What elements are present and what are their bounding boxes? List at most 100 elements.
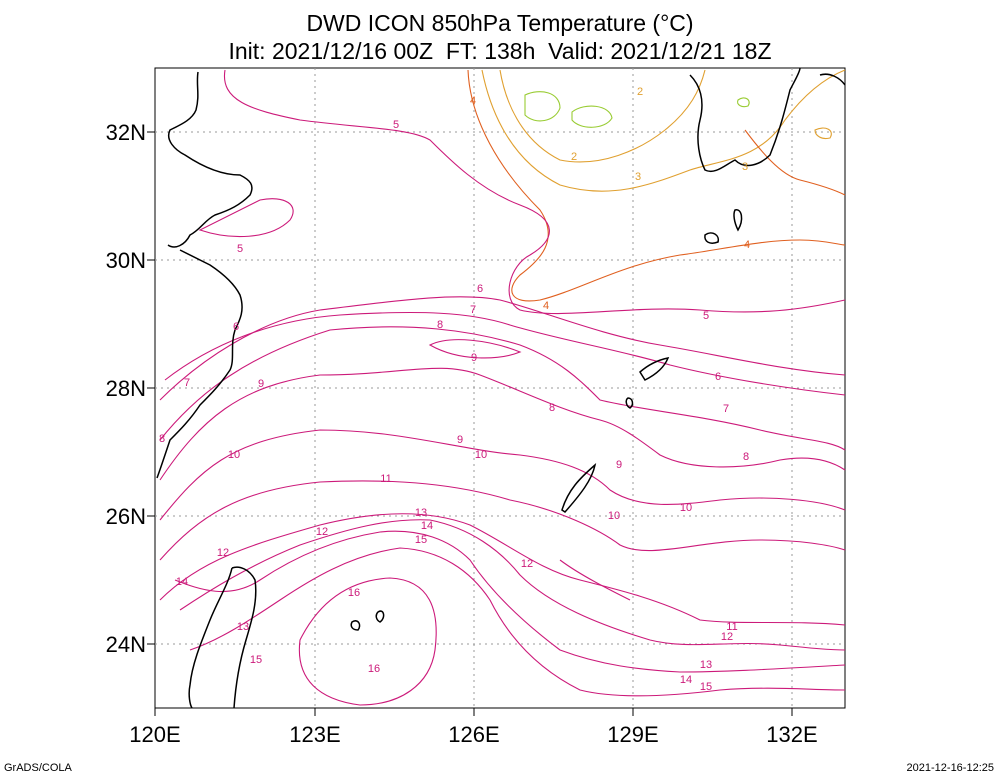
contour-2-b [571,105,613,128]
island-small-b [704,232,720,244]
contour-label-group: 2 2 3 3 4 4 4 5 5 5 6 6 6 7 7 7 8 8 8 8 … [159,86,750,693]
contour-label-14b: 14 [176,576,188,588]
contour-label-5: 5 [393,119,399,131]
contour-label-12d: 12 [721,631,733,643]
contour-label-10b: 10 [475,449,487,461]
lon-label-120e: 120E [129,722,181,747]
lat-label-28n: 28N [105,376,146,401]
contour-label-13b: 13 [237,621,249,633]
lon-label-129e: 129E [607,722,659,747]
contour-label-2: 2 [637,86,643,98]
contour-2-a [524,91,561,122]
contour-label-10c: 10 [608,510,620,522]
coast-china-north [167,71,253,248]
contour-label-6: 6 [477,283,483,295]
contour-label-8c: 8 [743,451,749,463]
contour-label-8d: 8 [159,433,165,445]
lat-label-32n: 32N [105,120,146,145]
coast-taiwan-west [188,567,233,709]
footer-left: GrADS/COLA [4,762,72,774]
contour-label-5b: 5 [237,243,243,255]
contour-label-9: 9 [471,352,477,364]
contour-label-9d: 9 [616,459,622,471]
contours [159,69,846,706]
contour-label-15b: 15 [250,654,262,666]
contour-11-b [559,559,631,601]
contour-6 [159,296,846,401]
contour-label-7: 7 [470,304,476,316]
axis-ticks [147,131,793,716]
contour-label-15c: 15 [700,681,712,693]
contour-3 [481,69,846,192]
contour-4-b [744,129,846,196]
contour-label-4: 4 [470,95,476,107]
lat-label-26n: 26N [105,504,146,529]
contour-label-4b: 4 [744,239,750,251]
island-tanegashima [733,209,743,232]
contour-label-12c: 12 [521,558,533,570]
contour-label-10d: 10 [680,502,692,514]
contour-label-3b: 3 [742,161,748,173]
contour-2-orange [499,69,706,163]
lon-label-132e: 132E [766,722,818,747]
contour-7 [164,311,846,396]
contour-5-b [198,198,294,238]
contour-label-7b: 7 [723,403,729,415]
lon-label-126e: 126E [448,722,500,747]
footer-right: 2021-12-16-12:25 [906,762,994,774]
coast-taiwan-east [231,566,257,709]
contour-16 [298,577,437,706]
contour-13 [179,519,846,651]
coast-shikoku [819,73,846,86]
contour-2-c [737,97,750,108]
lon-label-123e: 123E [289,722,341,747]
island-miyako [375,610,385,623]
lat-label-24n: 24N [105,632,146,657]
contour-12 [159,513,846,626]
contour-label-13: 13 [415,507,427,519]
contour-label-8: 8 [437,319,443,331]
contour-11 [159,480,846,561]
contour-label-9c: 9 [457,434,463,446]
coast-china-south [156,249,243,479]
contour-label-10: 10 [228,449,240,461]
contour-label-6b: 6 [715,371,721,383]
contour-9-a [428,339,522,359]
contour-label-14c: 14 [680,674,692,686]
contour-5 [223,69,846,315]
contour-label-16b: 16 [368,663,380,675]
contour-label-12: 12 [316,526,328,538]
contour-10 [159,429,846,521]
contour-label-9b: 9 [258,378,264,390]
contour-label-7c: 7 [184,377,190,389]
contour-label-8b: 8 [549,402,555,414]
contour-4 [467,69,846,302]
contour-8 [159,326,846,451]
contour-label-12b: 12 [217,547,229,559]
lat-label-30n: 30N [105,248,146,273]
contour-label-3: 3 [635,171,641,183]
island-yaeyama [350,620,361,631]
coast-kyushu [689,67,801,172]
coastlines [156,67,846,709]
contour-label-16: 16 [348,587,360,599]
contour-label-4c: 4 [543,300,549,312]
contour-3-small [814,127,832,140]
contour-label-13c: 13 [700,659,712,671]
contour-14 [174,530,846,673]
chart-title: DWD ICON 850hPa Temperature (°C) [306,10,694,36]
contour-label-5c: 5 [703,310,709,322]
contour-label-14: 14 [421,520,433,532]
island-small-a [625,397,634,409]
chart-subtitle: Init: 2021/12/16 00Z FT: 138h Valid: 202… [228,38,772,64]
island-okinawa [561,462,597,513]
contour-label-11b: 11 [726,621,737,633]
contour-label-6c: 6 [233,321,239,333]
contour-9 [159,367,846,481]
contour-15 [189,547,846,697]
island-amami [639,356,670,381]
contour-label-11: 11 [380,473,391,485]
contour-label-15: 15 [415,534,427,546]
contour-label-2b: 2 [571,151,577,163]
